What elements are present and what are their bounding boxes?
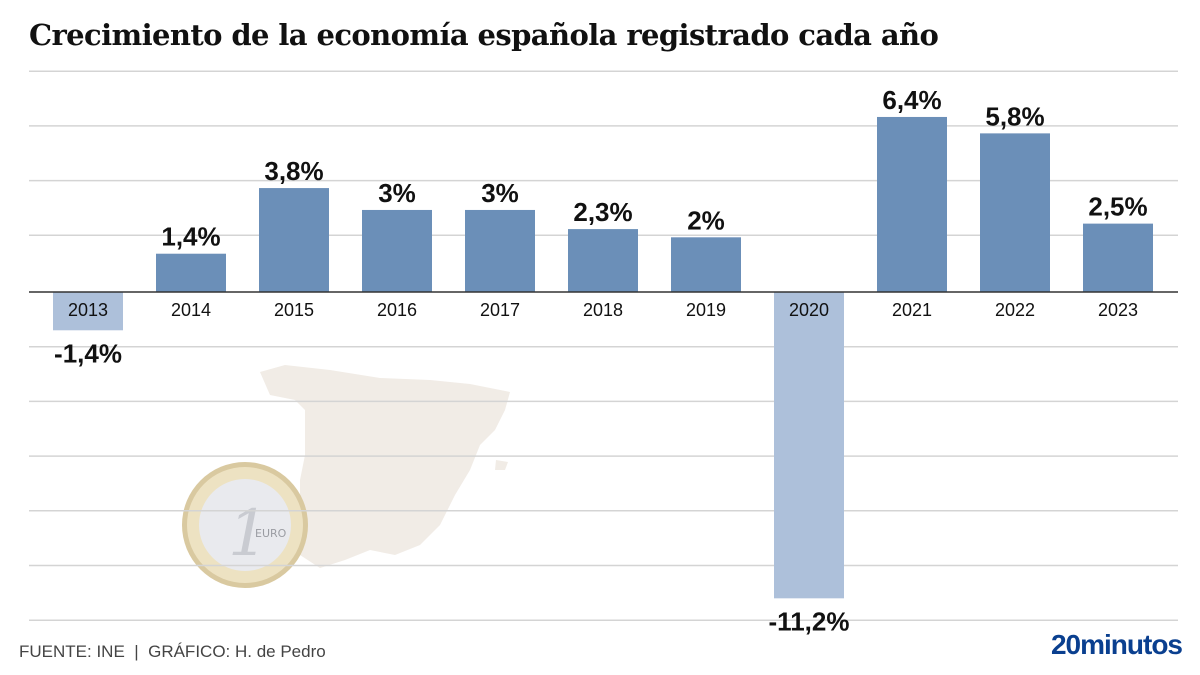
data-label: -11,2% bbox=[769, 606, 850, 636]
chart-title: Crecimiento de la economía española regi… bbox=[29, 18, 939, 52]
bar-2017 bbox=[465, 209, 535, 292]
x-tick-label: 2020 bbox=[789, 300, 829, 320]
bar-2015 bbox=[259, 188, 329, 292]
x-tick-label: 2022 bbox=[995, 300, 1035, 320]
svg-text:1: 1 bbox=[228, 497, 269, 571]
data-label: 2,3% bbox=[573, 197, 632, 227]
euro-coin-icon: 1 EURO bbox=[182, 462, 308, 588]
x-tick-label: 2023 bbox=[1098, 300, 1138, 320]
spain-map-icon bbox=[260, 365, 510, 568]
decorations: 1 EURO bbox=[182, 365, 510, 588]
bar-2016 bbox=[362, 209, 432, 292]
data-labels: -1,4% 1,4% 3,8% 3% 3% 2,3% 2% -11,2% 6,4% 5,8% 2,5… bbox=[54, 85, 1148, 636]
x-tick-label: 2013 bbox=[68, 300, 108, 320]
bar-2018 bbox=[568, 229, 638, 292]
data-label: 1,4% bbox=[161, 222, 220, 252]
data-label: -1,4% bbox=[54, 338, 122, 368]
bars bbox=[53, 116, 1153, 599]
bar-2023 bbox=[1083, 223, 1153, 292]
bar-2019 bbox=[671, 237, 741, 292]
data-label: 3% bbox=[481, 178, 519, 208]
bar-2014 bbox=[156, 253, 226, 292]
source-credit: FUENTE: INE | GRÁFICO: H. de Pedro bbox=[19, 642, 326, 661]
data-label: 5,8% bbox=[985, 101, 1044, 131]
balearic-islands-icon bbox=[495, 460, 508, 470]
bar-2013 bbox=[53, 292, 123, 331]
data-label: 6,4% bbox=[882, 85, 941, 115]
data-label: 2,5% bbox=[1088, 192, 1147, 222]
x-tick-label: 2014 bbox=[171, 300, 211, 320]
x-tick-label: 2021 bbox=[892, 300, 932, 320]
x-tick-label: 2018 bbox=[583, 300, 623, 320]
data-label: 2% bbox=[687, 205, 725, 235]
svg-text:EURO: EURO bbox=[255, 527, 287, 540]
gridlines bbox=[29, 70, 1178, 621]
x-tick-label: 2019 bbox=[686, 300, 726, 320]
x-tick-label: 2015 bbox=[274, 300, 314, 320]
bar-2022 bbox=[980, 133, 1050, 292]
bar-2021 bbox=[877, 116, 947, 293]
data-label: 3% bbox=[378, 178, 416, 208]
data-label: 3,8% bbox=[264, 156, 323, 186]
x-tick-labels: 2013 2014 2015 2016 2017 2018 2019 2020 2021 2022… bbox=[68, 300, 1138, 320]
brand-logo[interactable]: 20minutos bbox=[1050, 629, 1183, 660]
x-tick-label: 2016 bbox=[377, 300, 417, 320]
bar-2020 bbox=[774, 292, 844, 599]
x-tick-label: 2017 bbox=[480, 300, 520, 320]
